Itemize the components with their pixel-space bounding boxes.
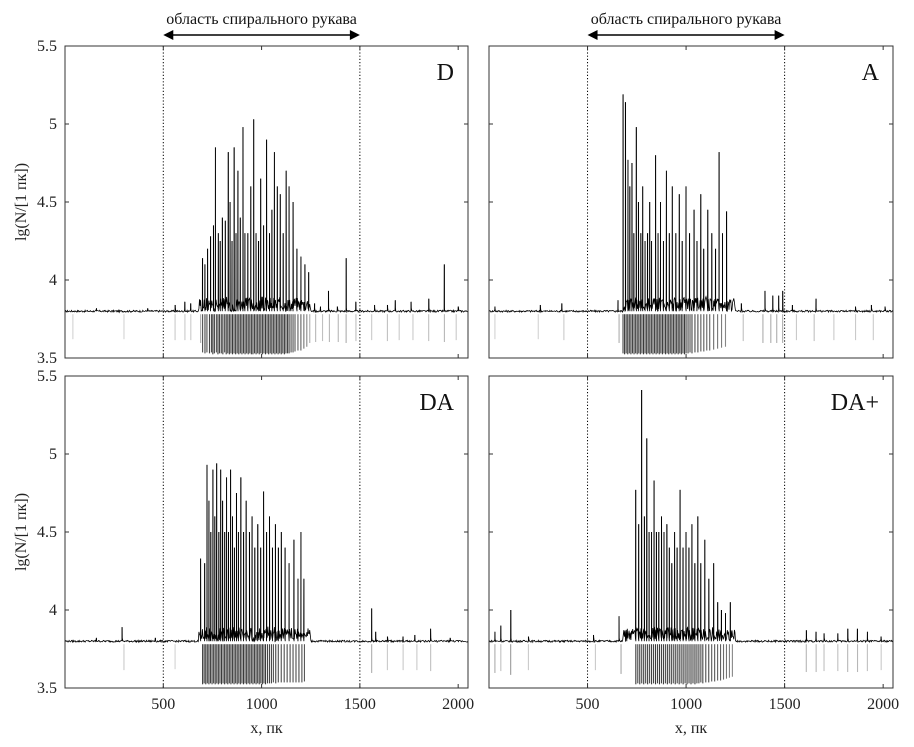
- plot-area: [65, 463, 468, 685]
- plot-area: [65, 119, 468, 355]
- y-tick-label: 4.5: [37, 194, 57, 211]
- x-axis-title: x, пк: [250, 720, 283, 737]
- arm-arrow-right-head: [349, 30, 360, 40]
- y-tick-label: 3.5: [37, 350, 57, 367]
- x-axis-title: x, пк: [675, 720, 708, 737]
- plot-area: [489, 389, 893, 685]
- panel-label: D: [437, 60, 454, 86]
- y-tick-label: 4.5: [37, 524, 57, 541]
- x-tick-label: 1500: [344, 696, 376, 713]
- x-tick-label: 500: [576, 696, 600, 713]
- arm-arrow-left-head: [163, 30, 174, 40]
- arm-arrow-left-head: [587, 30, 598, 40]
- x-tick-label: 2000: [867, 696, 899, 713]
- plot-area: [489, 94, 893, 355]
- y-axis-title: lg(N/[1 пк]): [13, 493, 30, 571]
- x-tick-label: 2000: [442, 696, 474, 713]
- y-tick-label: 5: [49, 446, 57, 463]
- x-tick-label: 1000: [246, 696, 278, 713]
- x-tick-label: 1500: [769, 696, 801, 713]
- y-tick-label: 5.5: [37, 368, 57, 385]
- x-tick-label: 1000: [670, 696, 702, 713]
- signal-line: [489, 389, 893, 644]
- arm-arrow-right-head: [774, 30, 785, 40]
- panel-label: DA+: [831, 390, 879, 416]
- arm-annotation: область спирального рукава: [166, 11, 357, 28]
- panel-label: DA: [419, 390, 454, 416]
- y-tick-label: 4: [49, 272, 57, 289]
- x-tick-label: 500: [151, 696, 175, 713]
- y-axis-title: lg(N/[1 пк]): [13, 163, 30, 241]
- y-tick-label: 5: [49, 116, 57, 133]
- y-tick-label: 4: [49, 602, 57, 619]
- panel-da: 3.5 4 4.5 5 5.5 500 1000 1500 2000 DA lg(N/[1 пк])…: [13, 368, 474, 737]
- arm-annotation: область спирального рукава: [591, 11, 782, 28]
- panel-d: 3.5 4 4.5 5 5.5 Dlg(N/[1 пк]) область спиральн…: [13, 11, 469, 367]
- panel-da-plus: 500 1000 1500 2000 DA+ x, пк: [488, 375, 899, 737]
- y-tick-label: 3.5: [37, 680, 57, 697]
- signal-line: [489, 94, 893, 314]
- y-tick-label: 5.5: [37, 38, 57, 55]
- panel-label: A: [862, 60, 880, 86]
